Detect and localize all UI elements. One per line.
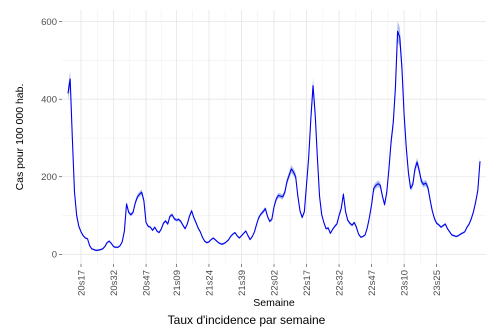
x-tick-label: 20s47	[141, 270, 152, 296]
incidence-line	[67, 30, 481, 251]
x-tick-label: 23s25	[432, 270, 443, 296]
gridlines	[62, 10, 486, 264]
x-tick-label: 20s32	[109, 270, 120, 296]
y-tick-label: 0	[52, 250, 57, 261]
x-tick-label: 23s10	[400, 270, 411, 296]
x-tick-label: 22s32	[334, 270, 345, 296]
x-axis-ticks: 20s17 20s32 20s47 21s09 21s24 21s39 22s02 22s17…	[76, 264, 443, 296]
x-tick-label: 22s17	[302, 270, 313, 296]
y-tick-label: 600	[41, 17, 57, 28]
y-axis-title: Cas pour 100 000 hab.	[14, 84, 26, 191]
x-tick-label: 21s24	[204, 270, 215, 296]
x-tick-label: 21s09	[172, 270, 183, 296]
y-tick-label: 200	[41, 172, 57, 183]
x-tick-label: 22s47	[367, 270, 378, 296]
y-tick-label: 400	[41, 94, 57, 105]
y-axis-ticks: 0 200 400 600	[41, 17, 62, 261]
figure-caption: Taux d'incidence par semaine	[167, 313, 326, 327]
x-axis-title: Semaine	[253, 297, 295, 309]
x-tick-label: 21s39	[237, 270, 248, 296]
series-line	[67, 30, 481, 251]
x-tick-label: 22s02	[269, 270, 280, 296]
x-tick-label: 20s17	[76, 270, 87, 296]
